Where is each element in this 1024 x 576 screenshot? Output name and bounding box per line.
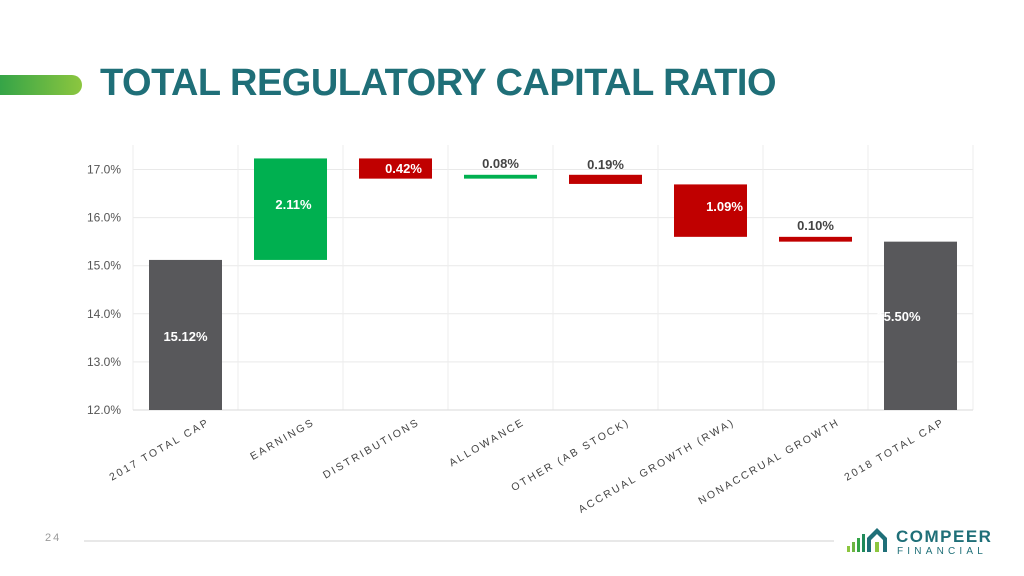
waterfall-chart: 12.0% 13.0% 14.0% 15.0% 16.0% 17.0% 15.12% 2.1… — [87, 145, 974, 516]
bars — [149, 158, 957, 410]
footer-divider — [84, 540, 834, 542]
data-labels: 15.12% 2.11% 0.42% 0.08% 0.19% 1.09% 0.10% 15.5… — [163, 156, 921, 344]
logo-mark-icon — [847, 528, 887, 552]
page-number: 24 — [45, 532, 62, 544]
y-tick-label: 16.0% — [87, 211, 121, 225]
category-label: 2017 TOTAL CAP — [107, 416, 212, 483]
y-tick-label: 14.0% — [87, 307, 121, 321]
title-accent-bar — [0, 75, 82, 95]
data-label: 0.08% — [482, 156, 519, 171]
y-tick-label: 17.0% — [87, 163, 121, 177]
data-label: 15.12% — [163, 329, 208, 344]
data-label: 2.11% — [275, 197, 312, 212]
bar-total — [884, 241, 957, 410]
bar-total — [149, 259, 222, 410]
category-label: OTHER (AB STOCK) — [509, 416, 632, 494]
data-label: 0.42% — [385, 161, 422, 176]
page-title: TOTAL REGULATORY CAPITAL RATIO — [100, 62, 777, 104]
category-label: EARNINGS — [248, 416, 317, 463]
category-label: ALLOWANCE — [447, 416, 527, 469]
data-label: 1.09% — [706, 199, 743, 214]
y-tick-label: 15.0% — [87, 259, 121, 273]
bar-decrease — [569, 174, 642, 184]
y-axis: 12.0% 13.0% 14.0% 15.0% 16.0% 17.0% — [87, 163, 973, 417]
data-label: 15.50% — [876, 309, 921, 324]
bar-decrease — [779, 236, 852, 242]
y-tick-label: 12.0% — [87, 403, 121, 417]
category-label: 2018 TOTAL CAP — [842, 416, 947, 483]
y-tick-label: 13.0% — [87, 355, 121, 369]
bar-decrease — [674, 184, 747, 237]
bar-increase — [464, 174, 537, 179]
compeer-logo: COMPEER FINANCIAL — [846, 524, 996, 560]
data-label: 0.10% — [797, 218, 834, 233]
data-label: 0.19% — [587, 157, 624, 172]
bar-decrease — [359, 158, 432, 179]
bar-increase — [254, 158, 327, 260]
logo-name: COMPEER — [896, 527, 993, 546]
category-label: DISTRIBUTIONS — [321, 416, 422, 481]
logo-subtitle: FINANCIAL — [897, 546, 988, 557]
category-labels: 2017 TOTAL CAP EARNINGS DISTRIBUTIONS ALLOW… — [107, 416, 947, 516]
